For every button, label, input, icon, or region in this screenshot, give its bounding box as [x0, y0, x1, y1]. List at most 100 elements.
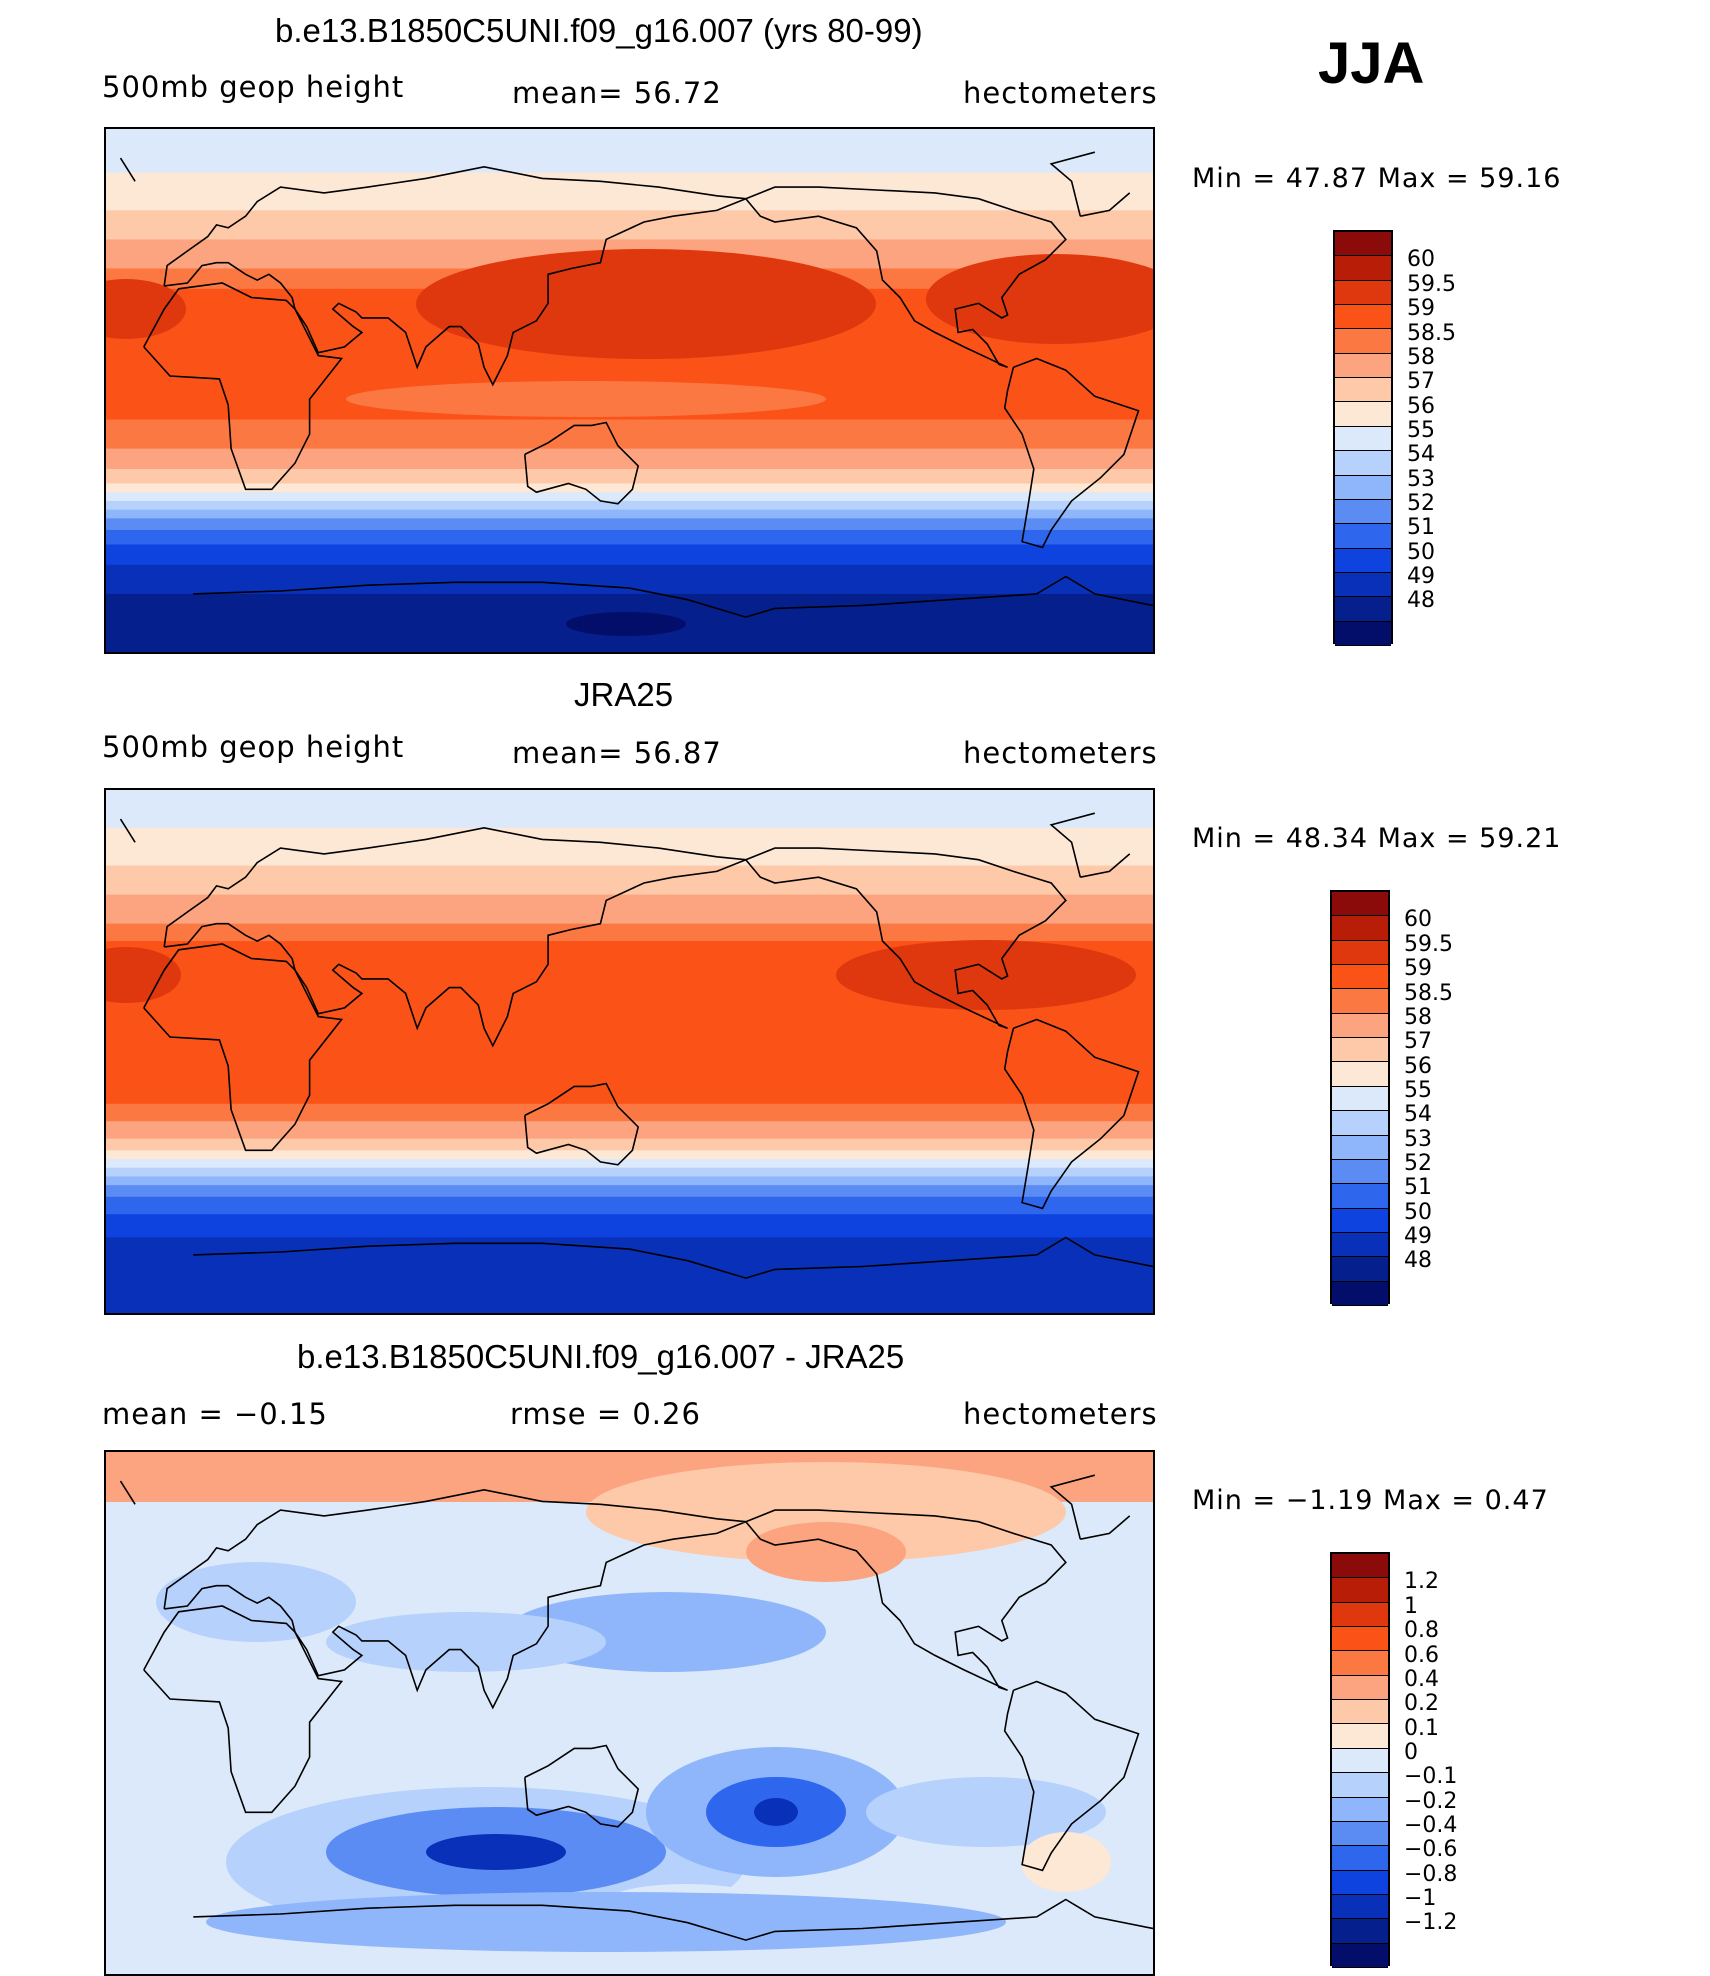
colorbar-swatch: [1332, 1111, 1388, 1136]
contour-band: [106, 1121, 1153, 1140]
panel-2-map: [104, 788, 1155, 1315]
colorbar-swatch: [1332, 940, 1388, 966]
panel-1-map: [104, 127, 1155, 654]
contour-band: [106, 544, 1153, 566]
panel-3-mean-label: mean = −0.15: [102, 1397, 328, 1431]
colorbar-swatch: [1332, 1651, 1388, 1676]
colorbar-tick-label: 48: [1404, 1248, 1432, 1274]
colorbar-tick-label: 56: [1404, 1053, 1432, 1079]
contour-band: [106, 1176, 1153, 1187]
colorbar-swatch: [1335, 499, 1391, 525]
colorbar-swatch: [1332, 1724, 1388, 1749]
panel-3-units-label: hectometers: [963, 1397, 1158, 1431]
colorbar-tick-label: −0.8: [1404, 1861, 1458, 1887]
colorbar-tick-label: 59.5: [1407, 271, 1456, 297]
contour-blob: [426, 1834, 566, 1870]
colorbar-swatch: [1335, 232, 1391, 257]
colorbar-tick-label: 0.2: [1404, 1691, 1439, 1717]
panel-1-colorbar: 60 59.5 59 58.5 58 57 56 55 54 53 52 51 50 49 48: [1333, 230, 1583, 646]
colorbar-swatch: [1332, 1554, 1388, 1579]
colorbar-tick-label: 51: [1407, 515, 1435, 541]
contour-band: [106, 1103, 1153, 1123]
colorbar-swatch: [1332, 1821, 1388, 1847]
colorbar-tick-label: 48: [1407, 588, 1435, 614]
coastline: [524, 421, 640, 505]
contour-blob: [866, 1777, 1106, 1847]
colorbar-tick-label: 50: [1407, 539, 1435, 565]
contour-blob: [106, 947, 181, 1003]
colorbar-swatch: [1332, 1773, 1388, 1798]
coastline: [193, 575, 1153, 618]
colorbar-tick-label: 58.5: [1407, 320, 1456, 346]
coastline: [163, 165, 747, 387]
contour-band: [106, 129, 1153, 174]
colorbar-swatch: [1332, 989, 1388, 1014]
colorbar-swatch: [1332, 1748, 1388, 1774]
colorbar-swatch: [1332, 1602, 1388, 1628]
coastline: [1003, 1018, 1140, 1210]
panel-2-variable-label: 500mb geop height: [102, 730, 405, 764]
colorbar-tick-label: 49: [1407, 564, 1435, 590]
panel-2-units-label: hectometers: [963, 736, 1158, 770]
colorbar-swatch: [1332, 1208, 1388, 1233]
contour-band: [106, 509, 1153, 520]
contour-band: [106, 1167, 1153, 1178]
colorbar-swatch: [1335, 378, 1391, 403]
contour-band: [106, 500, 1153, 511]
contour-blob: [346, 381, 826, 417]
coastline: [745, 1509, 1067, 1692]
colorbar-swatch: [1335, 475, 1391, 500]
contour-blob: [326, 1612, 606, 1672]
colorbar-swatch: [1332, 1627, 1388, 1652]
contour-blob: [836, 940, 1136, 1010]
contour-band: [106, 827, 1153, 867]
coastline: [745, 186, 1067, 369]
colorbar-tick-label: −0.6: [1404, 1837, 1458, 1863]
contour-band: [106, 518, 1153, 531]
colorbar-swatch: [1332, 1086, 1388, 1112]
colorbar-swatch: [1335, 572, 1391, 598]
panel-1-minmax: Min = 47.87 Max = 59.16: [1192, 163, 1562, 194]
contour-band: [106, 1237, 1153, 1313]
colorbar-tick-label: 60: [1404, 907, 1432, 933]
contour-band: [106, 1185, 1153, 1198]
colorbar-tick-label: 59: [1407, 296, 1435, 322]
colorbar-swatches: [1333, 230, 1393, 646]
coastline: [163, 826, 747, 1048]
panel-2-mean-label: mean= 56.87: [512, 736, 722, 770]
colorbar-tick-label: 59.5: [1404, 931, 1453, 957]
panel-3-title: b.e13.B1850C5UNI.f09_g16.007 - JRA25: [297, 1338, 905, 1375]
colorbar-tick-label: 51: [1404, 1175, 1432, 1201]
colorbar-swatch: [1332, 1013, 1388, 1039]
panel-2-colorbar: 60 59.5 59 58.5 58 57 56 55 54 53 52 51 50 49 48: [1330, 890, 1580, 1306]
colorbar-tick-label: 60: [1407, 247, 1435, 273]
panel-1-variable-label: 500mb geop height: [102, 70, 405, 104]
coastline: [524, 1082, 640, 1166]
colorbar-tick-label: 49: [1404, 1224, 1432, 1250]
panel-1-title: b.e13.B1850C5UNI.f09_g16.007 (yrs 80-99): [275, 12, 923, 49]
panel-1-units-label: hectometers: [963, 76, 1158, 110]
colorbar-tick-label: 54: [1407, 442, 1435, 468]
colorbar-tick-label: −1.2: [1404, 1910, 1458, 1936]
colorbar-swatch: [1332, 916, 1388, 941]
colorbar-swatch: [1335, 524, 1391, 549]
coastline: [193, 1898, 1153, 1941]
coastline: [745, 847, 1067, 1030]
colorbar-tick-label: 1: [1404, 1593, 1418, 1619]
colorbar-swatch: [1332, 1257, 1388, 1282]
coastline: [119, 812, 1131, 878]
colorbar-tick-label: 0.4: [1404, 1666, 1439, 1692]
colorbar-swatch: [1335, 280, 1391, 306]
contour-band: [106, 468, 1153, 485]
contour-band: [106, 448, 1153, 470]
colorbar-swatch: [1335, 426, 1391, 452]
colorbar-swatch: [1332, 965, 1388, 990]
contour-band: [106, 564, 1153, 595]
colorbar-tick-label: 57: [1404, 1029, 1432, 1055]
contour-blob: [566, 612, 686, 636]
colorbar-swatch: [1335, 621, 1391, 646]
colorbar-swatch: [1332, 1184, 1388, 1209]
colorbar-swatch: [1332, 1846, 1388, 1871]
colorbar-swatch: [1332, 1675, 1388, 1701]
contour-band: [106, 483, 1153, 494]
